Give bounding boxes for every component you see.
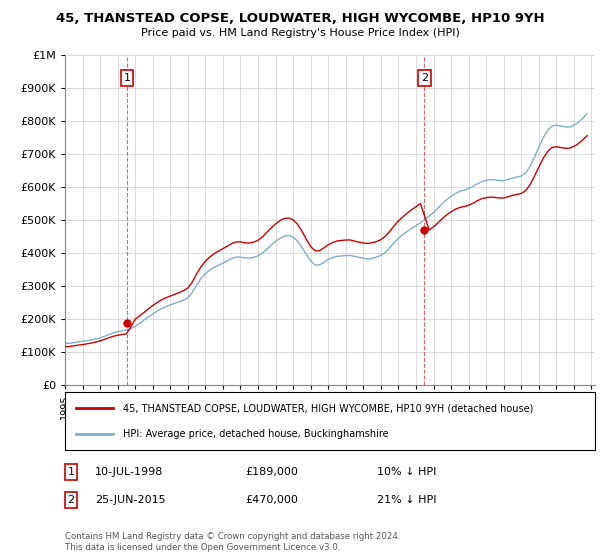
Text: 10% ↓ HPI: 10% ↓ HPI (377, 467, 436, 477)
Text: 45, THANSTEAD COPSE, LOUDWATER, HIGH WYCOMBE, HP10 9YH (detached house): 45, THANSTEAD COPSE, LOUDWATER, HIGH WYC… (124, 403, 533, 413)
Text: £189,000: £189,000 (245, 467, 298, 477)
Text: 25-JUN-2015: 25-JUN-2015 (95, 495, 166, 505)
Text: 1: 1 (124, 73, 130, 83)
Text: 45, THANSTEAD COPSE, LOUDWATER, HIGH WYCOMBE, HP10 9YH: 45, THANSTEAD COPSE, LOUDWATER, HIGH WYC… (56, 12, 544, 25)
Text: 21% ↓ HPI: 21% ↓ HPI (377, 495, 437, 505)
Text: Contains HM Land Registry data © Crown copyright and database right 2024.
This d: Contains HM Land Registry data © Crown c… (65, 532, 401, 552)
Text: HPI: Average price, detached house, Buckinghamshire: HPI: Average price, detached house, Buck… (124, 429, 389, 439)
Text: 1: 1 (67, 467, 74, 477)
Text: Price paid vs. HM Land Registry's House Price Index (HPI): Price paid vs. HM Land Registry's House … (140, 28, 460, 38)
Text: 2: 2 (67, 495, 74, 505)
Text: 2: 2 (421, 73, 428, 83)
Text: £470,000: £470,000 (245, 495, 298, 505)
Text: 10-JUL-1998: 10-JUL-1998 (95, 467, 163, 477)
